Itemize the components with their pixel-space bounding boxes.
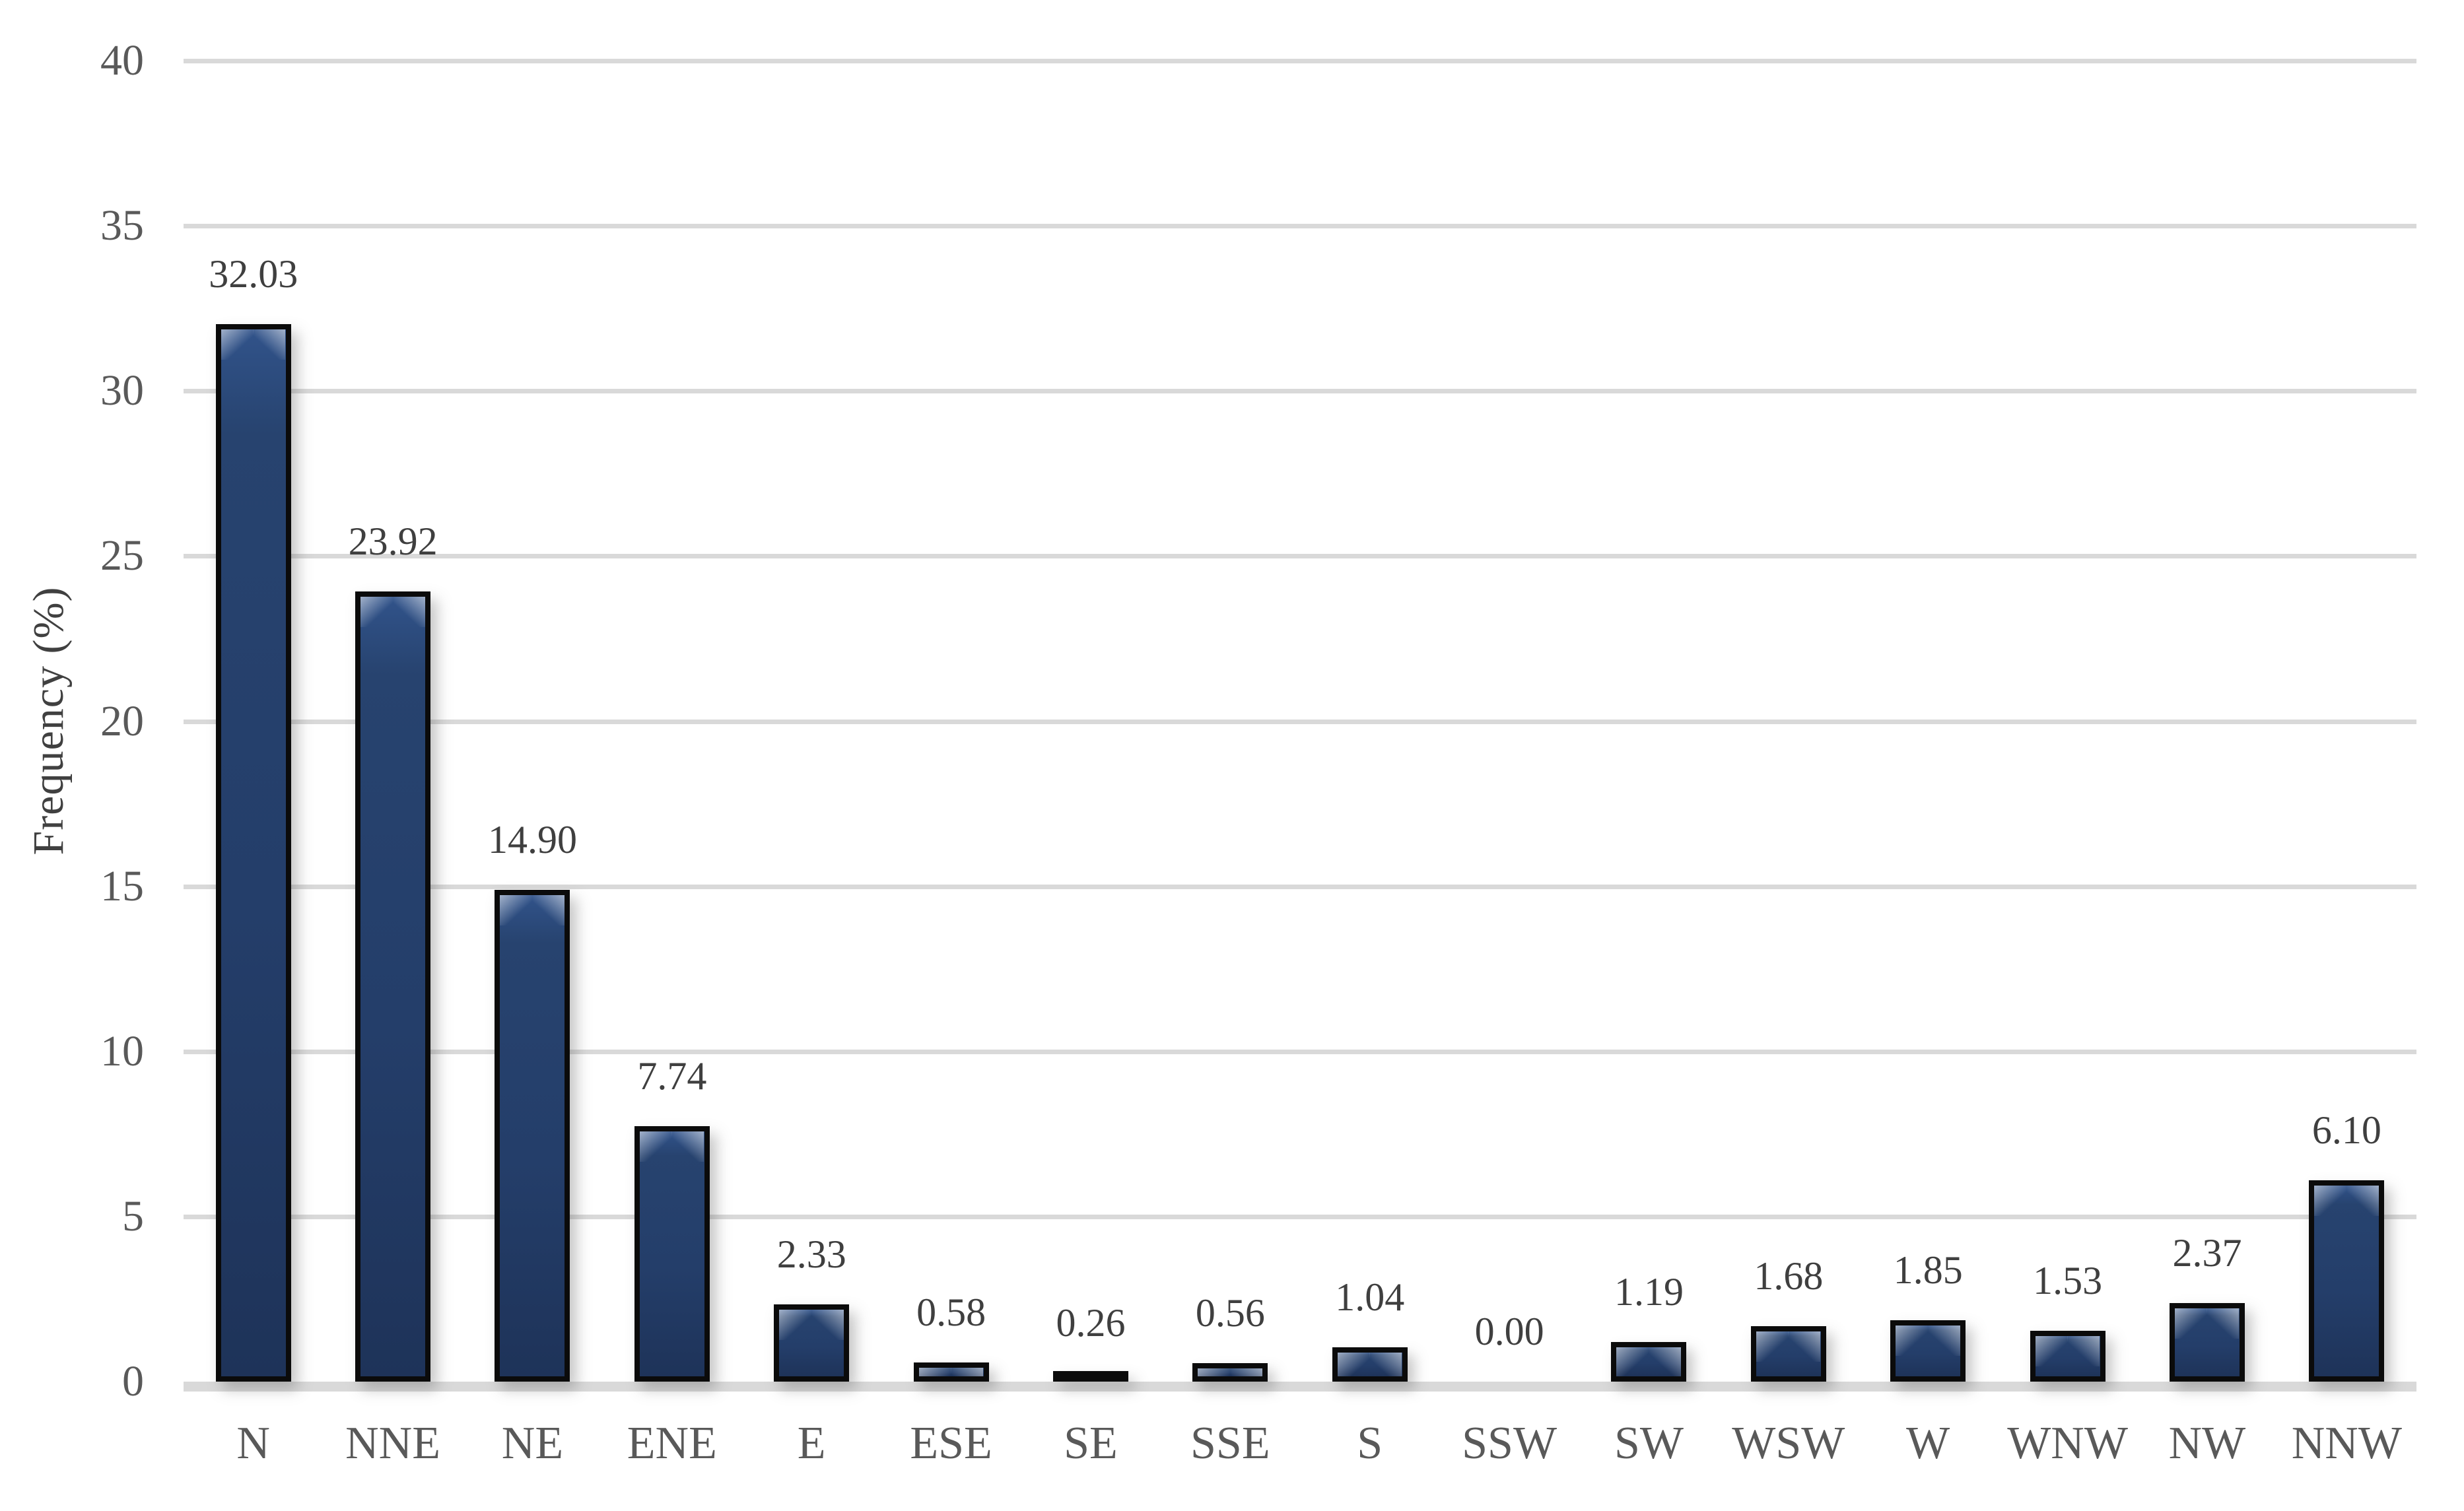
gridline-y25 (184, 554, 2416, 559)
gridline-y10 (184, 1049, 2416, 1054)
value-label-nne: 23.92 (348, 520, 438, 564)
value-label-ese: 0.58 (916, 1291, 986, 1334)
y-tick-label-10: 10 (100, 1026, 144, 1075)
bar-slot-ne: 14.90 (463, 61, 602, 1382)
bar-e (774, 1304, 850, 1382)
gridline-y40 (184, 59, 2416, 63)
bar-ne (495, 889, 570, 1382)
gridline-y15 (184, 884, 2416, 889)
category-label-ene: ENE (627, 1418, 717, 1469)
bar-ese (913, 1362, 989, 1382)
gridline-y35 (184, 224, 2416, 229)
category-label-ese: ESE (910, 1418, 992, 1469)
bar-slot-wnw: 1.53 (1998, 61, 2137, 1382)
category-label-ssw: SSW (1462, 1418, 1557, 1469)
bar-slot-sw: 1.19 (1579, 61, 1719, 1382)
value-label-sse: 0.56 (1195, 1291, 1265, 1335)
category-label-wsw: WSW (1732, 1418, 1845, 1469)
category-label-sse: SSE (1190, 1418, 1270, 1469)
bar-ene (634, 1125, 710, 1382)
value-label-ene: 7.74 (637, 1054, 707, 1098)
bar-w (1890, 1320, 1966, 1382)
bar-nw (2169, 1303, 2245, 1382)
bar-slot-nne: 23.92 (323, 61, 462, 1382)
category-label-n: N (236, 1418, 270, 1469)
category-label-w: W (1906, 1418, 1950, 1469)
bar-slot-sse: 0.56 (1161, 61, 1300, 1382)
category-label-nne: NNE (345, 1418, 440, 1469)
category-label-se: SE (1064, 1418, 1118, 1469)
y-tick-label-0: 0 (122, 1357, 144, 1405)
bar-slot-wsw: 1.68 (1719, 61, 1858, 1382)
value-label-ssw: 0.00 (1474, 1310, 1544, 1353)
value-label-sw: 1.19 (1614, 1270, 1684, 1314)
bar-slot-nw: 2.37 (2137, 61, 2276, 1382)
bar-sw (1611, 1342, 1687, 1382)
bar-slot-n: 32.03 (184, 61, 323, 1382)
bar-slot-ene: 7.74 (602, 61, 741, 1382)
value-label-nw: 2.37 (2172, 1231, 2242, 1275)
bar-slot-se: 0.26 (1021, 61, 1160, 1382)
category-label-wnw: WNW (2007, 1418, 2128, 1469)
value-label-e: 2.33 (776, 1232, 846, 1277)
y-tick-label-15: 15 (100, 861, 144, 910)
category-label-e: E (797, 1418, 826, 1469)
bar-slot-e: 2.33 (742, 61, 881, 1382)
bar-wnw (2030, 1331, 2105, 1382)
y-tick-label-25: 25 (100, 531, 144, 580)
category-label-nw: NW (2168, 1418, 2246, 1469)
value-label-se: 0.26 (1056, 1301, 1126, 1345)
value-label-s: 1.04 (1335, 1275, 1405, 1319)
bar-n (215, 323, 291, 1382)
gridline-y5 (184, 1214, 2416, 1219)
value-label-wnw: 1.53 (2033, 1259, 2103, 1303)
bar-sse (1192, 1363, 1268, 1382)
value-label-nnw: 6.10 (2311, 1108, 2381, 1152)
bar-slot-nnw: 6.10 (2277, 61, 2416, 1382)
bar-slot-ese: 0.58 (881, 61, 1021, 1382)
y-tick-label-35: 35 (100, 201, 144, 250)
value-label-ne: 14.90 (487, 817, 577, 861)
category-label-ne: NE (501, 1418, 564, 1469)
bar-slot-w: 1.85 (1859, 61, 1998, 1382)
gridline-y30 (184, 389, 2416, 394)
y-tick-label-40: 40 (100, 36, 144, 84)
gridline-y20 (184, 719, 2416, 724)
y-tick-label-20: 20 (100, 696, 144, 745)
value-label-wsw: 1.68 (1754, 1254, 1824, 1298)
bar-wsw (1750, 1326, 1826, 1382)
bar-s (1332, 1347, 1408, 1382)
bar-nnw (2309, 1180, 2385, 1382)
value-label-n: 32.03 (209, 252, 298, 296)
category-label-nnw: NNW (2291, 1418, 2402, 1469)
bar-se (1052, 1371, 1128, 1382)
y-tick-label-5: 5 (122, 1192, 144, 1240)
x-axis-line (184, 1382, 2416, 1392)
category-label-s: S (1357, 1418, 1383, 1469)
value-label-w: 1.85 (1893, 1248, 1963, 1293)
bar-slot-ssw: 0.00 (1439, 61, 1579, 1382)
bar-nne (355, 591, 431, 1382)
y-tick-label-30: 30 (100, 366, 144, 415)
category-label-sw: SW (1614, 1418, 1684, 1469)
bar-slot-s: 1.04 (1300, 61, 1439, 1382)
